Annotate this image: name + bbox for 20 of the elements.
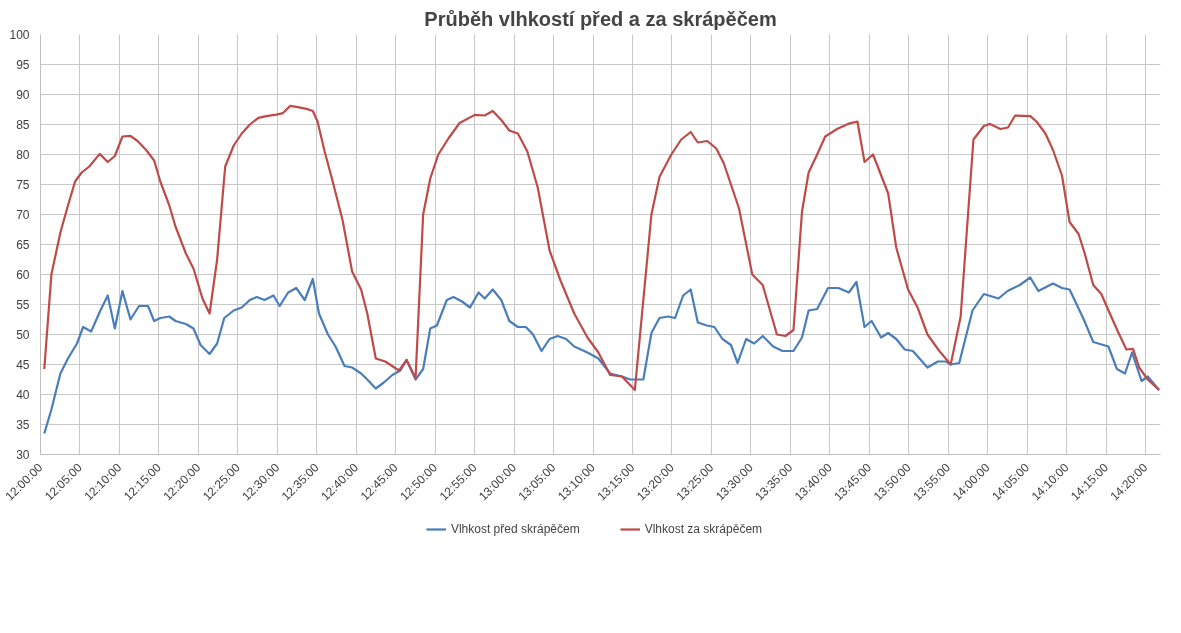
y-tick-label: 75 xyxy=(16,178,30,192)
y-tick-label: 70 xyxy=(16,208,30,222)
legend-label: Vlhkost za skrápěčem xyxy=(644,522,763,536)
y-tick-label: 55 xyxy=(16,298,30,312)
y-tick-label: 90 xyxy=(16,88,30,102)
y-tick-label: 35 xyxy=(16,418,30,432)
y-tick-label: 50 xyxy=(16,328,30,342)
chart-title: Průběh vlhkostí před a za skrápěčem xyxy=(424,7,777,30)
y-tick-label: 40 xyxy=(16,388,30,402)
y-tick-label: 65 xyxy=(16,238,30,252)
y-tick-label: 95 xyxy=(16,58,30,72)
y-tick-label: 80 xyxy=(16,148,30,162)
line-series xyxy=(43,104,1161,392)
y-tick-label: 100 xyxy=(9,28,30,42)
legend-label: Vlhkost před skrápěčem xyxy=(450,522,580,536)
line-series xyxy=(43,276,1161,435)
y-tick-label: 85 xyxy=(16,118,30,132)
y-tick-label: 30 xyxy=(16,448,30,462)
y-tick-label: 45 xyxy=(16,358,30,372)
y-tick-label: 60 xyxy=(16,268,30,282)
